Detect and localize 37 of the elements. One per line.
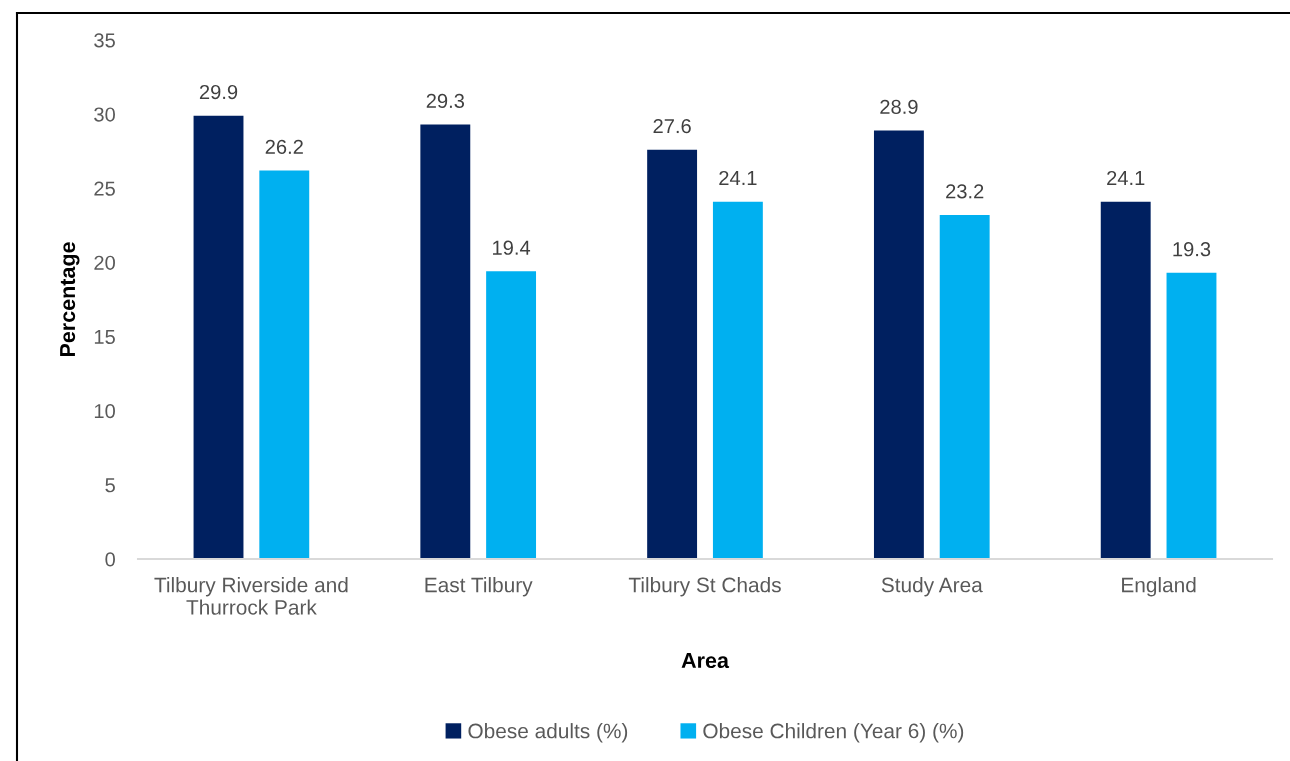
data-label: 27.6: [653, 118, 691, 134]
bar: [939, 214, 990, 559]
data-label: 26.2: [265, 139, 303, 155]
y-tick-label: 10: [94, 403, 115, 419]
x-tick-label: Tilbury Riverside and Thurrock Park: [154, 577, 348, 615]
x-tick-label: England: [1122, 577, 1196, 597]
x-tick-label: Tilbury St Chads: [628, 577, 781, 597]
y-tick-label: 0: [105, 552, 115, 567]
x-axis-title: Area: [681, 653, 730, 669]
data-label: 19.3: [1173, 242, 1211, 257]
data-label: 23.2: [946, 184, 984, 199]
x-tick-label: East Tilbury: [425, 577, 533, 597]
y-tick-label: 15: [94, 330, 115, 345]
legend-label: Obese adults (%): [468, 723, 628, 743]
bar: [486, 271, 537, 559]
bar: [873, 130, 924, 559]
bar: [259, 170, 310, 559]
y-axis-title: Percentage: [60, 242, 80, 357]
data-label: 24.1: [719, 170, 757, 185]
legend-label: Obese Children (Year 6) (%): [703, 723, 964, 743]
data-label: 29.3: [426, 93, 465, 109]
y-tick-label: 30: [94, 107, 115, 122]
data-label: 29.9: [199, 84, 238, 100]
bar: [1166, 272, 1217, 559]
y-tick-label: 20: [94, 255, 115, 270]
bar: [712, 201, 763, 559]
bar: [193, 115, 244, 559]
bar: [420, 124, 471, 559]
bar: [647, 149, 698, 559]
y-tick-label: 25: [94, 181, 115, 196]
y-tick-label: 5: [105, 478, 115, 493]
bar: [1100, 201, 1151, 559]
x-tick-label: Study Area: [881, 577, 983, 597]
data-label: 28.9: [880, 99, 918, 114]
y-tick-label: 35: [94, 33, 115, 48]
data-label: 24.1: [1107, 170, 1145, 185]
data-label: 19.4: [493, 240, 531, 255]
